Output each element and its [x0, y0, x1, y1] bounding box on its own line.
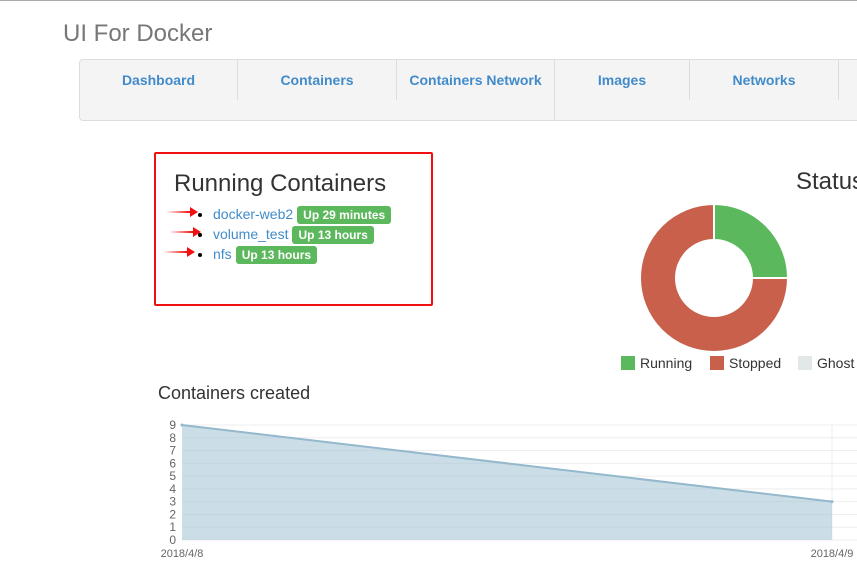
- data-point: [180, 423, 184, 427]
- y-tick-label: 2: [169, 507, 176, 521]
- y-tick-label: 4: [169, 482, 176, 496]
- containers-created-title: Containers created: [158, 383, 311, 403]
- status-badge: Up 29 minutes: [297, 206, 392, 224]
- legend-stopped: Stopped: [710, 355, 781, 371]
- nav-networks[interactable]: Networks: [690, 60, 839, 100]
- legend-running: Running: [621, 355, 692, 371]
- x-tick-label: 2018/4/9: [811, 548, 854, 560]
- area-line: [181, 424, 833, 503]
- status-badge: Up 13 hours: [292, 226, 374, 244]
- data-point: [830, 500, 834, 504]
- legend-swatch: [621, 356, 635, 370]
- area-fill: [182, 425, 832, 540]
- y-tick-label: 9: [169, 418, 176, 432]
- container-link[interactable]: volume_test: [213, 226, 289, 242]
- y-tick-label: 8: [169, 431, 176, 445]
- arrow-icon: [163, 247, 195, 257]
- arrow-icon: [166, 207, 198, 217]
- x-tick-label: 2018/4/8: [161, 548, 204, 560]
- legend-ghost: Ghost: [798, 355, 854, 371]
- y-tick-label: 6: [169, 456, 176, 470]
- legend-swatch: [798, 356, 812, 370]
- y-tick-label: 7: [169, 444, 176, 458]
- y-tick-label: 5: [169, 469, 176, 483]
- legend-label: Running: [640, 355, 693, 371]
- brand-title[interactable]: UI For Docker: [63, 20, 213, 47]
- y-tick-label: 0: [169, 533, 176, 547]
- status-title: Status: [796, 168, 857, 195]
- legend-label: Ghost: [817, 355, 855, 371]
- y-tick-label: 3: [169, 495, 176, 509]
- legend-label: Stopped: [729, 355, 782, 371]
- nav-containers-network[interactable]: Containers Network: [397, 60, 555, 120]
- nav-containers[interactable]: Containers: [238, 60, 397, 100]
- nav-bar: Dashboard Containers Containers Network …: [79, 59, 857, 121]
- container-link[interactable]: nfs: [213, 246, 232, 262]
- legend-swatch: [710, 356, 724, 370]
- arrow-icon: [169, 227, 201, 237]
- running-containers-title: Running Containers: [174, 170, 387, 197]
- nav-images[interactable]: Images: [555, 60, 690, 100]
- container-link[interactable]: docker-web2: [213, 206, 294, 222]
- y-tick-label: 1: [169, 520, 176, 534]
- donut-slice-running: [713, 202, 790, 279]
- status-badge: Up 13 hours: [235, 246, 318, 264]
- nav-dashboard[interactable]: Dashboard: [80, 60, 238, 100]
- donut-slice-stopped: [639, 202, 790, 353]
- status-donut-chart: [639, 202, 790, 353]
